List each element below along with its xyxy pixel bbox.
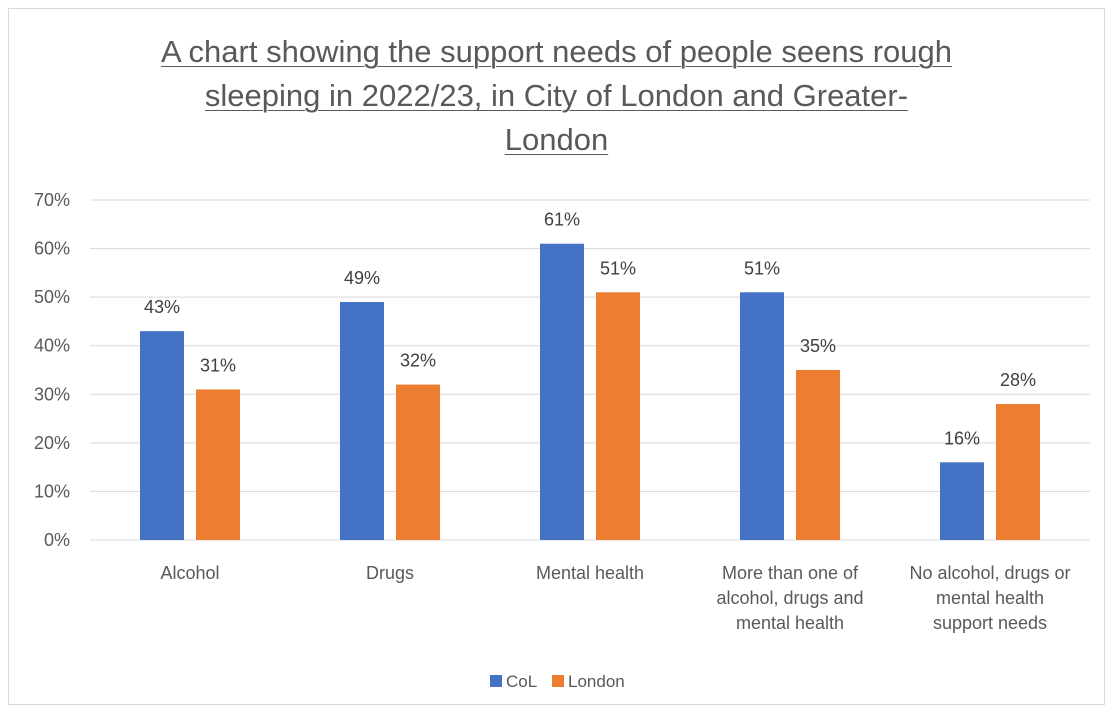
data-label: 16% — [944, 428, 980, 448]
chart-title-line-3: London — [504, 122, 609, 157]
bars — [140, 243, 1040, 540]
y-tick-label: 30% — [34, 384, 70, 404]
bar-london — [996, 404, 1040, 540]
y-tick-label: 60% — [34, 239, 70, 259]
chart-title-line-1: A chart showing the support needs of peo… — [160, 34, 953, 69]
x-category-label: More than one of — [722, 563, 859, 583]
bar-london — [396, 384, 440, 540]
legend-label: CoL — [506, 672, 537, 691]
bar-col — [740, 292, 784, 540]
data-label: 43% — [144, 297, 180, 317]
chart-title-line-2: sleeping in 2022/23, in City of London a… — [204, 78, 909, 113]
data-label: 35% — [800, 336, 836, 356]
chart-title: A chart showing the support needs of peo… — [0, 30, 1113, 162]
x-category-label: Mental health — [536, 563, 644, 583]
data-label: 61% — [544, 210, 580, 230]
data-label: 51% — [600, 258, 636, 278]
x-category-label: Drugs — [366, 563, 414, 583]
legend-label: London — [568, 672, 625, 691]
x-category-label: mental health — [936, 588, 1044, 608]
legend-swatch — [552, 675, 564, 687]
x-category-label: Alcohol — [160, 563, 219, 583]
data-label: 51% — [744, 258, 780, 278]
y-tick-label: 10% — [34, 481, 70, 501]
data-label: 32% — [400, 351, 436, 371]
x-category-label: mental health — [736, 613, 844, 633]
data-label: 31% — [200, 355, 236, 375]
bar-col — [540, 243, 584, 540]
bar-col — [140, 331, 184, 540]
x-category-label: support needs — [933, 613, 1047, 633]
bar-london — [196, 389, 240, 540]
y-tick-label: 70% — [34, 190, 70, 210]
legend-swatch — [490, 675, 502, 687]
bar-london — [596, 292, 640, 540]
x-category-label: alcohol, drugs and — [716, 588, 863, 608]
gridlines — [90, 199, 1090, 541]
bar-col — [940, 462, 984, 540]
data-labels: 43% 31% 49% 32% 61% 51% 51% 35% 16% 28% — [144, 210, 1036, 449]
bar-london — [796, 370, 840, 540]
y-tick-label: 40% — [34, 336, 70, 356]
data-label: 49% — [344, 268, 380, 288]
data-label: 28% — [1000, 370, 1036, 390]
y-tick-label: 20% — [34, 433, 70, 453]
y-axis-tick-labels: 0% 10% 20% 30% 40% 50% 60% 70% — [34, 190, 70, 550]
y-tick-label: 50% — [34, 287, 70, 307]
bar-col — [340, 302, 384, 540]
legend: CoL London — [490, 672, 625, 691]
y-tick-label: 0% — [44, 530, 70, 550]
x-axis-category-labels: Alcohol Drugs Mental health More than one o… — [160, 563, 1070, 633]
x-category-label: No alcohol, drugs or — [909, 563, 1070, 583]
